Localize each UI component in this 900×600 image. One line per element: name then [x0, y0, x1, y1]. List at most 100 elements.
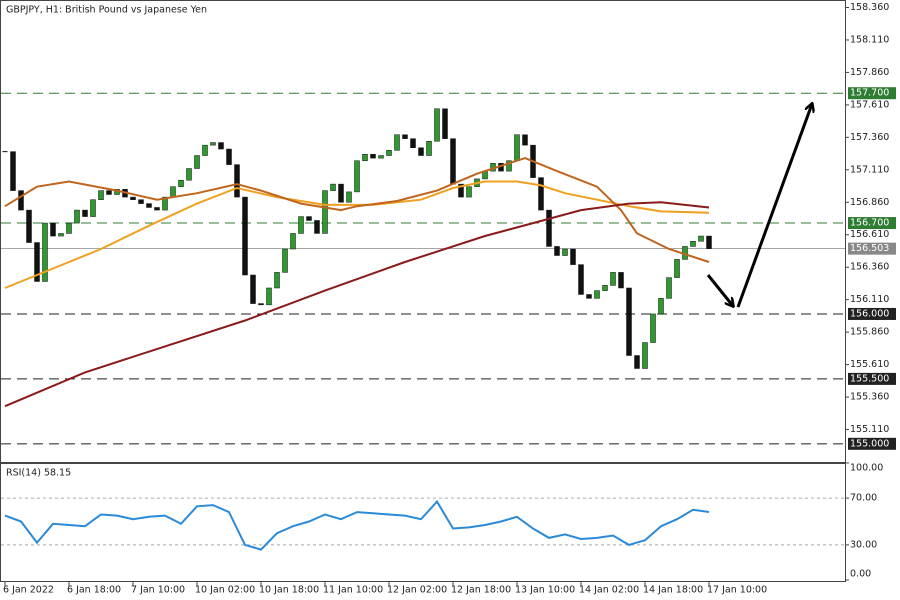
level-label: 155.000 — [850, 438, 889, 449]
candle — [42, 222, 48, 282]
candle — [242, 196, 248, 276]
moving-average — [4, 180, 710, 289]
y-tick-label: 156.110 — [850, 294, 889, 305]
candle — [90, 199, 96, 217]
x-tick-label: 14 Jan 02:00 — [579, 585, 639, 596]
y-tick-label: 155.110 — [850, 424, 889, 435]
candle — [434, 108, 440, 142]
candle — [50, 222, 56, 237]
candle — [10, 151, 16, 191]
current-price-tag — [848, 242, 896, 255]
candle — [330, 183, 336, 191]
plot-layer — [1, 92, 845, 551]
candle — [458, 183, 464, 198]
price-panel — [0, 0, 846, 463]
candle — [146, 203, 152, 208]
y-tick-label: 155.860 — [850, 327, 889, 338]
candle — [610, 272, 616, 286]
moving-average — [4, 157, 710, 263]
candle — [18, 190, 24, 211]
candle — [66, 222, 72, 234]
down-arrow — [706, 274, 733, 306]
candle — [202, 144, 208, 156]
level-tag — [848, 307, 896, 320]
x-tick-label: 7 Jan 10:00 — [131, 585, 185, 596]
candle — [538, 177, 544, 211]
up-arrow — [736, 104, 812, 308]
candle — [586, 294, 592, 299]
candle — [706, 235, 712, 249]
candle — [426, 140, 432, 156]
y-tick-label: 157.610 — [850, 99, 889, 110]
level-tag — [848, 87, 896, 100]
candle — [154, 207, 160, 211]
y-tick-label: 30.00 — [850, 539, 877, 550]
candle — [74, 209, 80, 224]
candle — [234, 164, 240, 198]
candle — [634, 355, 640, 369]
candle — [186, 168, 192, 181]
candle — [298, 216, 304, 234]
candle — [506, 160, 512, 172]
candle — [322, 190, 328, 234]
candle — [370, 153, 376, 159]
candle — [274, 272, 280, 289]
candle — [338, 183, 344, 203]
x-tick-label: 6 Jan 2022 — [3, 585, 54, 596]
candle — [250, 274, 256, 304]
candle — [82, 209, 88, 217]
level-label: 156.700 — [850, 218, 889, 229]
candle — [450, 138, 456, 185]
candle — [674, 259, 680, 278]
y-tick-label: 157.860 — [850, 67, 889, 78]
candle — [282, 248, 288, 273]
candle — [306, 216, 312, 221]
x-tick-label: 10 Jan 02:00 — [195, 585, 255, 596]
candle — [98, 190, 104, 200]
candle — [106, 190, 112, 195]
y-tick-label: 0.00 — [850, 569, 871, 580]
y-tick-label: 158.110 — [850, 34, 889, 45]
candle — [378, 155, 384, 159]
y-tick-label: 156.860 — [850, 197, 889, 208]
candle — [554, 246, 560, 256]
candle — [266, 287, 272, 306]
rsi-title: RSI(14) 58.15 — [6, 468, 71, 479]
candle — [578, 264, 584, 295]
level-tag — [848, 437, 896, 450]
candle — [178, 179, 184, 187]
y-tick-label: 158.360 — [850, 2, 889, 13]
candle — [514, 134, 520, 161]
candle — [130, 196, 136, 200]
level-label: 157.700 — [850, 88, 889, 99]
x-tick-label: 6 Jan 18:00 — [67, 585, 121, 596]
candle — [162, 196, 168, 211]
candle — [290, 233, 296, 250]
candle — [138, 199, 144, 204]
y-tick-label: 157.360 — [850, 132, 889, 143]
candle — [658, 298, 664, 315]
candle — [618, 272, 624, 289]
candle — [698, 235, 704, 242]
candle — [354, 160, 360, 193]
candle — [258, 303, 264, 306]
candle — [362, 153, 368, 161]
y-tick-label: 156.360 — [850, 262, 889, 273]
x-tick-label: 12 Jan 18:00 — [451, 585, 511, 596]
candle — [626, 287, 632, 356]
y-tick-label: 155.360 — [850, 392, 889, 403]
candle — [226, 148, 232, 165]
x-tick-label: 10 Jan 18:00 — [259, 585, 319, 596]
level-tag — [848, 372, 896, 385]
chart-title: GBPJPY, H1: British Pound vs Japanese Ye… — [6, 5, 207, 16]
candle — [314, 220, 320, 234]
candle — [522, 134, 528, 146]
candle — [594, 290, 600, 299]
x-tick-label: 13 Jan 10:00 — [515, 585, 575, 596]
candle — [170, 186, 176, 198]
candle — [666, 277, 672, 299]
moving-average — [4, 201, 710, 408]
y-tick-label: 155.610 — [850, 359, 889, 370]
candle — [562, 248, 568, 256]
